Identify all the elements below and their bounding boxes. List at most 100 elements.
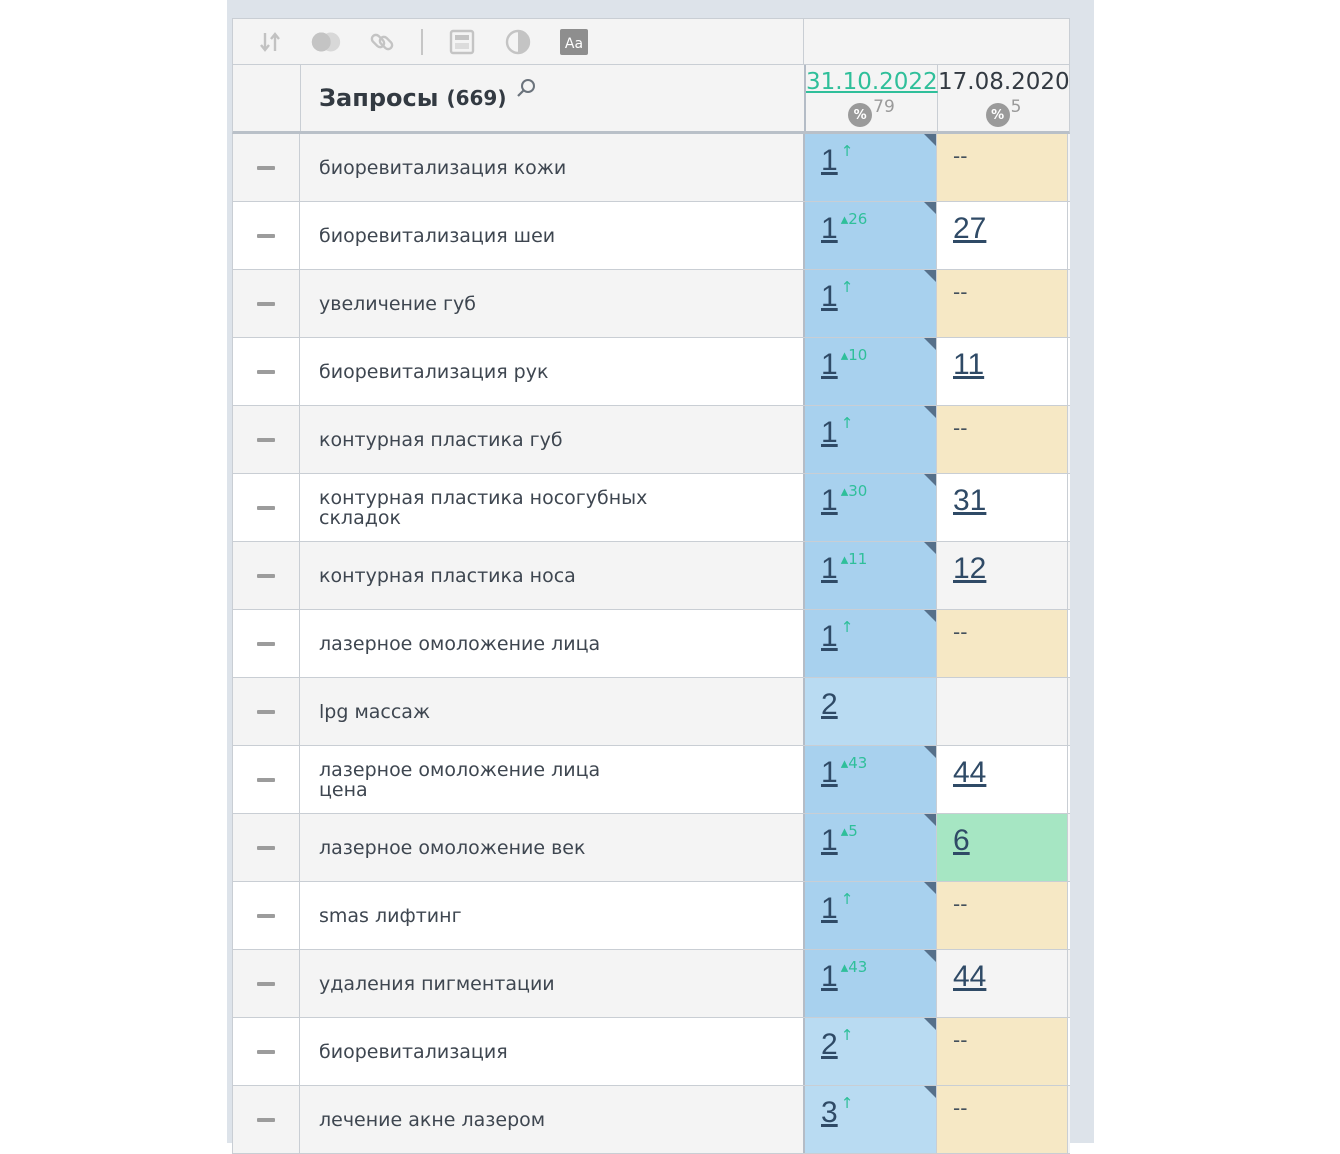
query-cell: лечение акне лазером bbox=[300, 1086, 805, 1153]
row-select-cell[interactable] bbox=[233, 270, 300, 337]
table-row: биоревитализация шеи 1 ▴26 27 bbox=[232, 202, 1070, 270]
query-cell: увеличение губ bbox=[300, 270, 805, 337]
position-link[interactable]: 1 bbox=[821, 416, 838, 449]
row-select-cell[interactable] bbox=[233, 474, 300, 541]
position-link[interactable]: 1 bbox=[821, 348, 838, 381]
query-text: lpg массаж bbox=[319, 700, 431, 723]
position-link[interactable]: 1 bbox=[821, 620, 838, 653]
table-row: удаления пигментации 1 ▴43 44 bbox=[232, 950, 1070, 1018]
minus-icon[interactable] bbox=[257, 233, 275, 238]
minus-icon[interactable] bbox=[257, 165, 275, 170]
query-text: лазерное омоложение лица bbox=[319, 632, 601, 655]
position-empty: -- bbox=[953, 1028, 968, 1052]
row-select-cell[interactable] bbox=[233, 406, 300, 473]
row-select-cell[interactable] bbox=[233, 1018, 300, 1085]
minus-icon[interactable] bbox=[257, 777, 275, 782]
position-link[interactable]: 11 bbox=[953, 348, 985, 381]
sort-icon[interactable] bbox=[253, 27, 287, 57]
row-select-cell[interactable] bbox=[233, 202, 300, 269]
minus-icon[interactable] bbox=[257, 437, 275, 442]
row-select-cell[interactable] bbox=[233, 338, 300, 405]
query-cell: лазерное омоложение лица цена bbox=[300, 746, 805, 813]
row-select-cell[interactable] bbox=[233, 678, 300, 745]
date-column-1[interactable]: 31.10.2022 % 79 bbox=[806, 65, 938, 131]
position-link[interactable]: 44 bbox=[953, 960, 987, 993]
minus-icon[interactable] bbox=[257, 709, 275, 714]
position-link[interactable]: 2 bbox=[821, 1028, 838, 1061]
position-link[interactable]: 2 bbox=[821, 688, 838, 721]
table-row: биоревитализация рук 1 ▴10 11 bbox=[232, 338, 1070, 406]
date-link-1[interactable]: 31.10.2022 bbox=[806, 69, 938, 95]
position-link[interactable]: 1 bbox=[821, 280, 838, 313]
minus-icon[interactable] bbox=[257, 573, 275, 578]
position-cell-2: -- bbox=[937, 134, 1068, 201]
position-link[interactable]: 1 bbox=[821, 484, 838, 517]
corner-marker bbox=[924, 338, 936, 350]
percent-value-1: 79 bbox=[873, 97, 895, 117]
corner-marker bbox=[924, 814, 936, 826]
position-link[interactable]: 1 bbox=[821, 756, 838, 789]
position-link[interactable]: 1 bbox=[821, 144, 838, 177]
minus-icon[interactable] bbox=[257, 641, 275, 646]
position-link[interactable]: 1 bbox=[821, 892, 838, 925]
row-select-cell[interactable] bbox=[233, 746, 300, 813]
table-row: lpg массаж 2 bbox=[232, 678, 1070, 746]
row-select-cell[interactable] bbox=[233, 542, 300, 609]
corner-marker bbox=[924, 746, 936, 758]
row-select-cell[interactable] bbox=[233, 882, 300, 949]
position-cell-1: 1 ▴30 bbox=[805, 474, 937, 541]
calculator-icon[interactable] bbox=[445, 27, 479, 57]
query-text: биоревитализация рук bbox=[319, 360, 549, 383]
contrast-icon[interactable] bbox=[501, 27, 535, 57]
position-link[interactable]: 31 bbox=[953, 484, 987, 517]
position-cell-1: 1 ▴43 bbox=[805, 950, 937, 1017]
query-text: увеличение губ bbox=[319, 292, 476, 315]
toggle-icon[interactable] bbox=[309, 27, 343, 57]
date-column-2[interactable]: 17.08.2020 % 5 bbox=[938, 65, 1070, 131]
position-cell-2: -- bbox=[937, 882, 1068, 949]
position-cell-2: -- bbox=[937, 610, 1068, 677]
minus-icon[interactable] bbox=[257, 301, 275, 306]
minus-icon[interactable] bbox=[257, 913, 275, 918]
query-cell: биоревитализация шеи bbox=[300, 202, 805, 269]
row-select-cell[interactable] bbox=[233, 814, 300, 881]
position-link[interactable]: 1 bbox=[821, 552, 838, 585]
header-select-cell bbox=[233, 65, 301, 131]
search-icon[interactable] bbox=[514, 77, 538, 105]
position-link[interactable]: 1 bbox=[821, 824, 838, 857]
position-link[interactable]: 44 bbox=[953, 756, 987, 789]
query-cell: лазерное омоложение лица bbox=[300, 610, 805, 677]
position-link[interactable]: 6 bbox=[953, 824, 970, 857]
minus-icon[interactable] bbox=[257, 845, 275, 850]
position-cell-1: 2 ↑ bbox=[805, 1018, 937, 1085]
position-link[interactable]: 27 bbox=[953, 212, 987, 245]
query-cell: удаления пигментации bbox=[300, 950, 805, 1017]
minus-icon[interactable] bbox=[257, 1117, 275, 1122]
link-icon[interactable] bbox=[365, 27, 399, 57]
position-link[interactable]: 1 bbox=[821, 212, 838, 245]
corner-marker bbox=[924, 270, 936, 282]
table-row: smas лифтинг 1 ↑ -- bbox=[232, 882, 1070, 950]
toolbar-right-area bbox=[804, 18, 1070, 64]
position-cell-2: 31 bbox=[937, 474, 1068, 541]
position-delta: ↑ bbox=[840, 414, 854, 432]
position-link[interactable]: 1 bbox=[821, 960, 838, 993]
query-text: биоревитализация шеи bbox=[319, 224, 556, 247]
row-select-cell[interactable] bbox=[233, 134, 300, 201]
position-delta: ▴43 bbox=[840, 958, 868, 976]
percent-icon: % bbox=[985, 103, 1010, 127]
position-link[interactable]: 12 bbox=[953, 552, 987, 585]
row-select-cell[interactable] bbox=[233, 610, 300, 677]
row-select-cell[interactable] bbox=[233, 1086, 300, 1153]
position-link[interactable]: 3 bbox=[821, 1096, 838, 1129]
font-icon[interactable]: Aa bbox=[557, 27, 591, 57]
minus-icon[interactable] bbox=[257, 505, 275, 510]
query-cell: контурная пластика носогубных складок bbox=[300, 474, 805, 541]
row-select-cell[interactable] bbox=[233, 950, 300, 1017]
minus-icon[interactable] bbox=[257, 369, 275, 374]
position-cell-1: 1 ↑ bbox=[805, 270, 937, 337]
minus-icon[interactable] bbox=[257, 981, 275, 986]
minus-icon[interactable] bbox=[257, 1049, 275, 1054]
query-text: контурная пластика носогубных складок bbox=[319, 486, 648, 529]
position-cell-2: -- bbox=[937, 270, 1068, 337]
